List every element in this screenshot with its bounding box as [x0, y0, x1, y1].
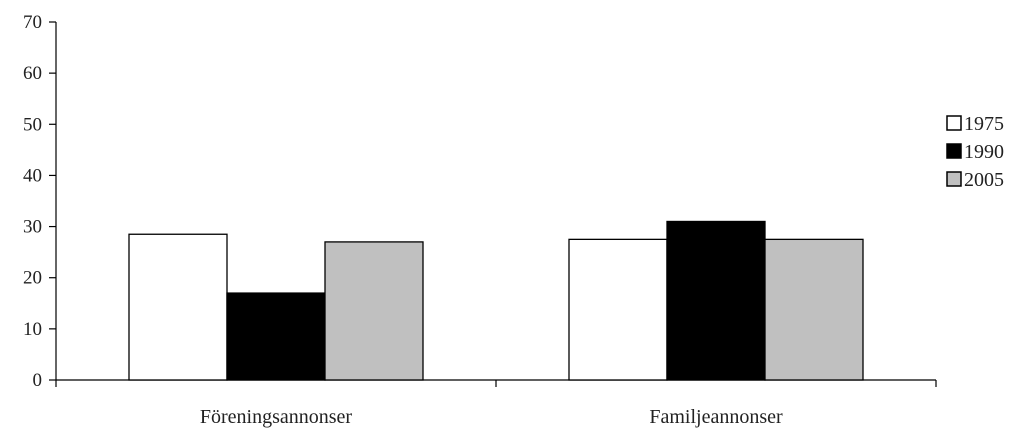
y-tick-label: 50 [23, 114, 42, 135]
x-axis [55, 379, 937, 387]
legend-swatch-2005 [946, 171, 962, 187]
legend-label-2005: 2005 [964, 169, 1004, 191]
y-tick-label: 40 [23, 165, 42, 186]
bar-2005-1 [324, 241, 424, 381]
y-tick-label: 0 [33, 370, 43, 391]
bar-1990-2 [666, 220, 766, 381]
bars [128, 220, 864, 381]
legend-swatch-1975 [946, 115, 962, 131]
y-tick-label: 70 [23, 12, 42, 33]
y-tick-label: 60 [23, 63, 42, 84]
bar-1975-2 [568, 238, 668, 381]
category-label: Familjeannonser [649, 406, 783, 428]
legend: 1975 1990 2005 [946, 113, 1004, 191]
bar-2005-2 [764, 238, 864, 381]
category-labels: Föreningsannonser Familjeannonser [200, 406, 783, 428]
category-label: Föreningsannonser [200, 406, 353, 428]
legend-label-1975: 1975 [964, 113, 1004, 135]
legend-swatch-1990 [946, 143, 962, 159]
y-tick-label: 20 [23, 268, 42, 289]
y-tick-label: 10 [23, 319, 42, 340]
y-axis: 0 10 20 30 40 50 60 70 [23, 12, 57, 391]
bar-1990-1 [226, 292, 326, 381]
legend-label-1990: 1990 [964, 141, 1004, 163]
bar-1975-1 [128, 233, 228, 381]
y-tick-label: 30 [23, 217, 42, 238]
